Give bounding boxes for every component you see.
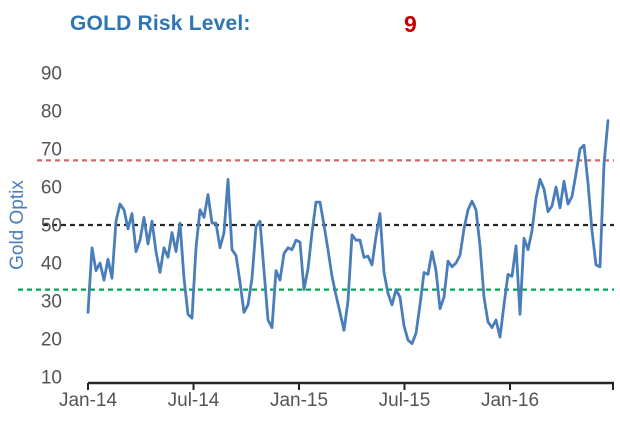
x-tick-label: Jul-14 <box>168 390 220 411</box>
y-tick-label: 40 <box>41 254 62 275</box>
y-tick-label: 60 <box>41 178 62 199</box>
gold-optix-line <box>86 119 610 346</box>
risk-level-value: 9 <box>404 11 417 37</box>
y-tick-label: 30 <box>41 292 62 313</box>
y-tick-label: 50 <box>41 216 62 237</box>
risk-level-label: GOLD Risk Level: <box>70 12 251 35</box>
x-tick-label: Jul-15 <box>379 390 431 411</box>
y-tick-label: 70 <box>41 140 62 161</box>
x-tick-label: Jan-15 <box>270 390 328 411</box>
chart-title: GOLD Risk Level: 9 <box>70 11 417 38</box>
y-tick-label: 90 <box>41 64 62 85</box>
y-tick-label: 10 <box>41 368 62 389</box>
y-tick-label: 80 <box>41 102 62 123</box>
x-tick-label: Jan-16 <box>481 390 539 411</box>
x-tick-label: Jan-14 <box>59 390 118 411</box>
y-tick-label: 20 <box>41 330 62 351</box>
